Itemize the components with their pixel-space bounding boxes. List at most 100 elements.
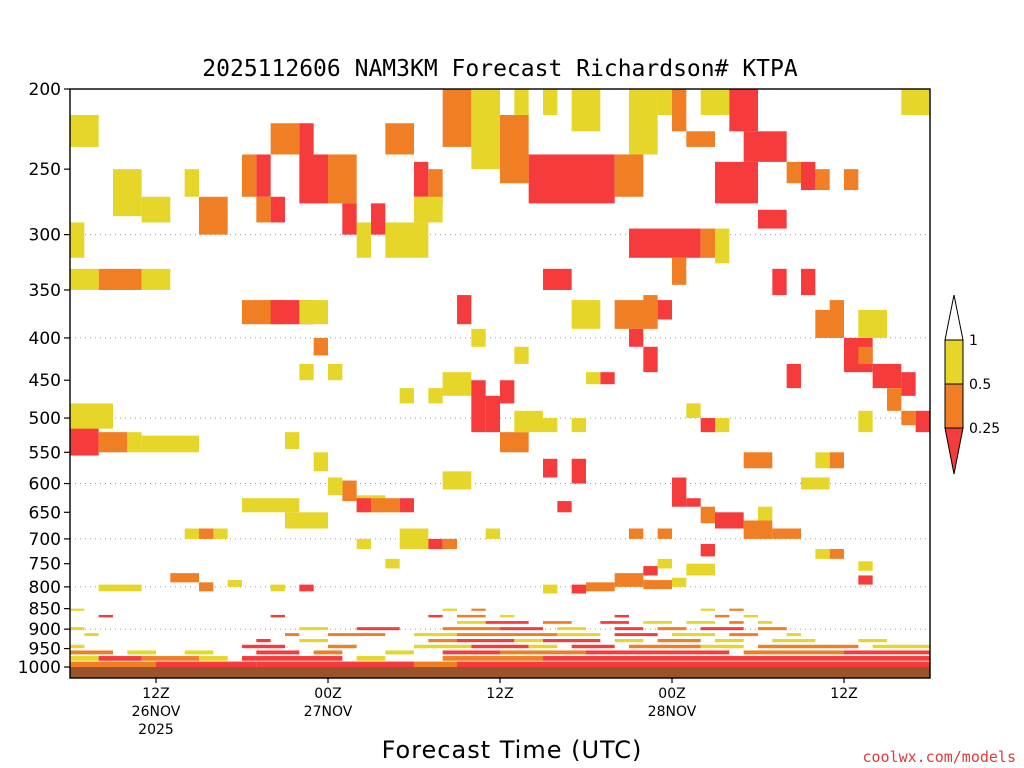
ri-band-segment <box>457 633 558 637</box>
ri-cell <box>872 363 902 389</box>
ri-cell <box>399 498 414 513</box>
credit-link[interactable]: coolwx.com/models <box>862 748 1016 766</box>
ri-band-segment <box>729 633 758 637</box>
ri-cell <box>571 89 601 132</box>
x-tick-label: 12Z <box>486 686 513 702</box>
ri-band-segment <box>586 650 730 655</box>
ri-band-segment <box>256 661 414 667</box>
ri-cell <box>815 549 830 559</box>
ri-cell <box>70 222 85 258</box>
ri-cell <box>442 538 457 550</box>
ri-cell <box>715 228 730 264</box>
x-tick-label: 28NOV <box>648 704 697 720</box>
ri-cell <box>657 528 672 539</box>
ri-cell <box>672 257 687 285</box>
ri-band-segment <box>657 627 687 631</box>
ri-cell <box>270 196 285 223</box>
ri-band-segment <box>70 650 113 655</box>
ri-band-segment <box>528 644 558 649</box>
ri-cell <box>199 528 214 539</box>
ri-cell <box>829 549 844 559</box>
y-tick-label: 200 <box>29 80 61 100</box>
ri-band-segment <box>629 644 701 649</box>
ri-band-segment <box>729 621 744 624</box>
ri-cell <box>629 328 644 347</box>
ri-cell <box>801 268 816 296</box>
ri-cell <box>199 196 228 235</box>
ri-cell <box>586 372 601 385</box>
ri-band-segment <box>70 608 85 611</box>
ri-cell <box>629 528 644 539</box>
ri-band-segment <box>500 614 515 618</box>
boundary-layer-bands <box>70 608 930 668</box>
ri-cell <box>313 337 328 356</box>
ri-cell <box>256 196 271 223</box>
ri-cell <box>70 114 99 147</box>
ri-band-segment <box>700 627 744 631</box>
ri-cell <box>299 363 314 381</box>
ri-cell <box>285 512 328 529</box>
ri-cell <box>500 380 515 404</box>
ri-band-segment <box>471 608 486 611</box>
ri-band-segment <box>242 656 343 661</box>
ri-cell <box>199 582 214 592</box>
ri-cell <box>686 563 715 576</box>
ri-band-segment <box>414 633 457 637</box>
ri-cell <box>901 372 916 396</box>
ri-cell <box>285 432 300 450</box>
colorbar-label: 0.5 <box>969 377 991 393</box>
ri-cell <box>858 309 887 338</box>
ri-cell <box>686 403 701 419</box>
ri-band-segment <box>643 621 672 624</box>
x-axis-ticks: 12Z 26NOV 2025 00Z 27NOV 12Z 00Z 28NOV 12Z <box>132 678 858 738</box>
ri-band-segment <box>614 633 658 637</box>
ri-cell <box>471 328 486 347</box>
ri-cell <box>428 169 443 204</box>
ri-cell <box>98 268 142 290</box>
ri-band-segment <box>543 621 572 624</box>
ri-band-segment <box>242 644 285 649</box>
ri-cell <box>514 410 543 433</box>
colorbar-swatch <box>944 339 964 385</box>
ri-band-segment <box>70 656 99 661</box>
ri-cell <box>342 203 357 235</box>
y-tick-label: 600 <box>29 475 61 495</box>
ri-cell <box>371 498 400 513</box>
ri-cell <box>270 123 300 155</box>
ri-cell <box>356 498 371 513</box>
ri-cell <box>70 268 99 290</box>
ri-cell <box>586 582 615 592</box>
ri-cell <box>672 89 687 132</box>
ri-cell <box>772 268 787 296</box>
ri-cell <box>543 458 558 478</box>
ri-cell <box>514 346 529 364</box>
ri-cell <box>614 573 644 587</box>
ri-band-segment <box>457 621 486 624</box>
y-tick-label: 950 <box>29 640 61 660</box>
ri-band-segment <box>844 650 930 655</box>
ri-cell <box>887 388 902 411</box>
ri-cell <box>299 154 328 204</box>
ri-cell <box>915 410 930 433</box>
x-tick-label: 12Z <box>142 686 169 702</box>
ri-cell <box>70 425 99 456</box>
ri-cell <box>227 580 242 587</box>
ri-band-segment <box>385 650 414 655</box>
ri-cell <box>471 380 486 433</box>
ri-cell <box>571 584 586 594</box>
ri-cell <box>815 169 830 191</box>
y-tick-label: 400 <box>29 329 61 349</box>
ri-band-segment <box>700 608 715 611</box>
ri-cell <box>399 388 414 404</box>
ri-band-segment <box>141 656 199 661</box>
ri-band-segment <box>772 639 816 643</box>
ri-cell <box>328 363 343 381</box>
ri-band-segment <box>557 633 601 637</box>
ri-cell <box>342 480 357 502</box>
ri-cell <box>328 154 357 204</box>
ri-band-segment <box>700 644 744 649</box>
ri-band-segment <box>686 621 715 624</box>
ri-cell <box>141 268 171 290</box>
ri-band-segment <box>614 639 644 643</box>
